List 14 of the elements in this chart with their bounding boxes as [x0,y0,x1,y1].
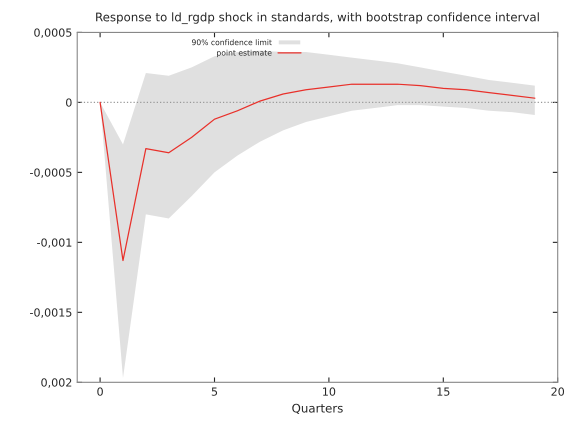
x-tick-label: 20 [551,387,564,396]
y-tick-label: 0,002 [41,378,72,388]
y-tick-label: -0,001 [37,238,72,248]
line-series [99,84,536,262]
x-tick-label: 5 [212,388,218,396]
x-axis-title: Quarters [292,404,343,414]
y-tick-label: -0,0005 [30,168,72,178]
chart-title: Response to ld_rgdp shock in standards, with bootstrap confidence interval [96,12,539,24]
x-tick-label: 15 [437,388,450,396]
x-tick-label: 10 [323,387,336,396]
y-tick-label: 0,0005 [34,28,72,38]
y-tick-label: -0,0015 [30,308,72,318]
y-tick-label: 0 [66,98,72,107]
x-tick-label: 0 [97,387,103,396]
